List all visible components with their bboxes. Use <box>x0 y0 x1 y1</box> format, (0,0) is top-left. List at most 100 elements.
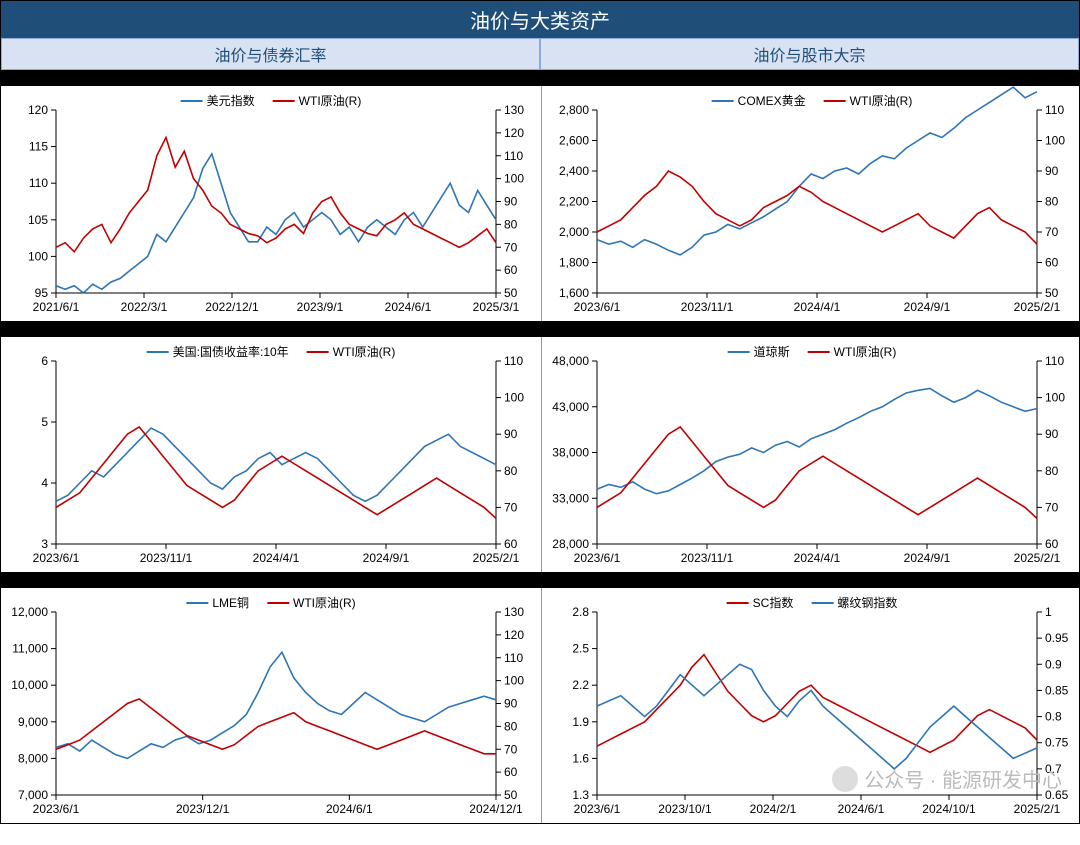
svg-text:2,000: 2,000 <box>559 225 589 239</box>
svg-text:2,600: 2,600 <box>559 134 589 148</box>
chart-svg: 9510010511011512050607080901001101201302… <box>1 86 541 321</box>
svg-text:2022/12/1: 2022/12/1 <box>205 300 259 314</box>
svg-text:130: 130 <box>504 605 524 619</box>
chart-legend: SC指数螺纹钢指数 <box>727 594 898 611</box>
svg-text:33,000: 33,000 <box>552 491 589 505</box>
legend-label: 美国:国债收益率:10年 <box>173 343 289 360</box>
svg-text:9,000: 9,000 <box>18 715 48 729</box>
svg-text:0.9: 0.9 <box>1045 657 1062 671</box>
main-title: 油价与大类资产 <box>1 1 1079 38</box>
legend-swatch <box>186 602 208 604</box>
svg-text:60: 60 <box>504 263 518 277</box>
svg-text:2024/9/1: 2024/9/1 <box>904 300 951 314</box>
svg-text:2024/2/1: 2024/2/1 <box>750 802 797 816</box>
series-line <box>56 699 496 754</box>
legend-swatch <box>267 602 289 604</box>
svg-text:2025/2/1: 2025/2/1 <box>1014 551 1061 565</box>
svg-text:1.3: 1.3 <box>572 788 589 802</box>
legend-label: 道琼斯 <box>754 343 790 360</box>
svg-text:0.65: 0.65 <box>1045 788 1069 802</box>
series-line <box>56 428 496 501</box>
svg-text:70: 70 <box>1045 225 1059 239</box>
svg-text:3: 3 <box>41 537 48 551</box>
chart-svg: 3456607080901001102023/6/12023/11/12024/… <box>1 337 541 572</box>
chart-svg: 28,00033,00038,00043,00048,0006070809010… <box>542 337 1080 572</box>
svg-text:1.9: 1.9 <box>572 715 589 729</box>
svg-text:2.8: 2.8 <box>572 605 589 619</box>
svg-text:80: 80 <box>1045 195 1059 209</box>
svg-text:70: 70 <box>504 240 518 254</box>
charts-row-2: 美国:国债收益率:10年WTI原油(R)34566070809010011020… <box>1 337 1079 572</box>
svg-text:1,800: 1,800 <box>559 256 589 270</box>
svg-text:2025/2/1: 2025/2/1 <box>1014 300 1061 314</box>
svg-text:1,600: 1,600 <box>559 286 589 300</box>
svg-text:2023/6/1: 2023/6/1 <box>574 802 621 816</box>
legend-label: SC指数 <box>753 594 794 611</box>
svg-text:38,000: 38,000 <box>552 446 589 460</box>
svg-text:2,400: 2,400 <box>559 164 589 178</box>
legend-swatch <box>728 351 750 353</box>
svg-text:120: 120 <box>28 103 48 117</box>
svg-text:2024/6/1: 2024/6/1 <box>385 300 432 314</box>
svg-text:50: 50 <box>1045 286 1059 300</box>
svg-text:110: 110 <box>1045 354 1064 368</box>
series-line <box>597 664 1037 769</box>
series-line <box>56 154 496 293</box>
sub-header-left: 油价与债券汇率 <box>1 38 540 70</box>
series-line <box>597 87 1037 255</box>
legend-swatch <box>712 100 734 102</box>
svg-text:80: 80 <box>504 217 518 231</box>
svg-text:80: 80 <box>504 464 518 478</box>
series-line <box>597 427 1037 519</box>
svg-text:2024/12/1: 2024/12/1 <box>469 802 523 816</box>
legend-label: WTI原油(R) <box>299 92 362 109</box>
divider-bar <box>1 572 1079 588</box>
svg-text:8,000: 8,000 <box>18 751 48 765</box>
legend-item: WTI原油(R) <box>267 594 356 611</box>
svg-text:2023/6/1: 2023/6/1 <box>33 551 80 565</box>
svg-text:2024/10/1: 2024/10/1 <box>922 802 976 816</box>
svg-text:0.95: 0.95 <box>1045 631 1069 645</box>
svg-text:60: 60 <box>504 765 518 779</box>
svg-text:2023/9/1: 2023/9/1 <box>297 300 344 314</box>
legend-swatch <box>147 351 169 353</box>
charts-row-1: 美元指数WTI原油(R)9510010511011512050607080901… <box>1 86 1079 321</box>
series-line <box>597 655 1037 753</box>
legend-label: COMEX黄金 <box>738 92 806 109</box>
legend-item: WTI原油(R) <box>824 92 913 109</box>
svg-text:2023/11/1: 2023/11/1 <box>681 551 734 565</box>
svg-text:120: 120 <box>504 628 524 642</box>
series-line <box>597 171 1037 244</box>
chart-panel-copper-wti: LME铜WTI原油(R)7,0008,0009,00010,00011,0001… <box>1 588 542 823</box>
svg-text:100: 100 <box>504 674 524 688</box>
svg-text:2023/11/1: 2023/11/1 <box>681 300 734 314</box>
svg-text:60: 60 <box>1045 537 1059 551</box>
svg-text:2,800: 2,800 <box>559 103 589 117</box>
svg-text:105: 105 <box>28 213 48 227</box>
legend-swatch <box>808 351 830 353</box>
legend-swatch <box>273 100 295 102</box>
legend-label: WTI原油(R) <box>834 343 897 360</box>
svg-text:80: 80 <box>504 719 518 733</box>
svg-text:50: 50 <box>504 286 518 300</box>
svg-text:110: 110 <box>504 149 523 163</box>
svg-text:2023/10/1: 2023/10/1 <box>658 802 712 816</box>
svg-text:2024/6/1: 2024/6/1 <box>326 802 373 816</box>
legend-label: LME铜 <box>212 594 249 611</box>
svg-text:0.7: 0.7 <box>1045 762 1062 776</box>
svg-text:0.75: 0.75 <box>1045 736 1069 750</box>
svg-text:2023/6/1: 2023/6/1 <box>33 802 80 816</box>
svg-text:4: 4 <box>41 476 48 490</box>
svg-text:2023/12/1: 2023/12/1 <box>176 802 230 816</box>
svg-text:120: 120 <box>504 126 524 140</box>
svg-text:0.85: 0.85 <box>1045 683 1069 697</box>
chart-panel-gold-wti: COMEX黄金WTI原油(R)1,6001,8002,0002,2002,400… <box>542 86 1080 321</box>
svg-text:2023/11/1: 2023/11/1 <box>140 551 193 565</box>
chart-legend: COMEX黄金 WTI原油(R) <box>712 92 913 109</box>
svg-text:2,200: 2,200 <box>559 195 589 209</box>
chart-svg: 1,6001,8002,0002,2002,4002,6002,80050607… <box>542 86 1080 321</box>
legend-label: WTI原油(R) <box>850 92 913 109</box>
svg-text:100: 100 <box>1045 134 1065 148</box>
svg-text:100: 100 <box>1045 391 1065 405</box>
chart-legend: 美元指数WTI原油(R) <box>181 92 362 109</box>
